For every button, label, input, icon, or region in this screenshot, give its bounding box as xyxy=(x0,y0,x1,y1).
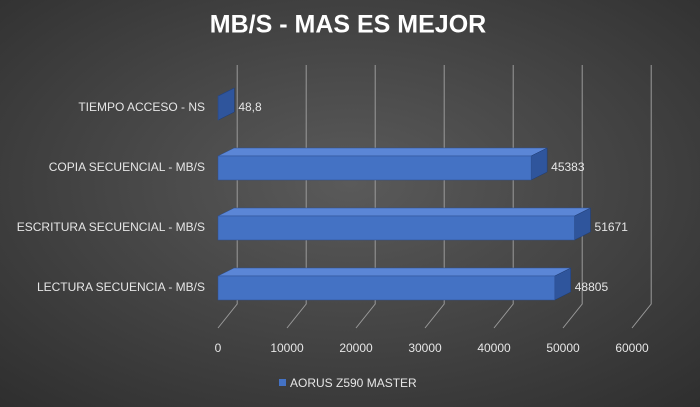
bar-top xyxy=(217,147,548,157)
legend-swatch xyxy=(279,379,286,386)
x-tick-label: 10000 xyxy=(270,341,304,355)
x-tick-label: 20000 xyxy=(339,341,373,355)
legend-label: AORUS Z590 MASTER xyxy=(290,376,417,390)
x-tick-label: 30000 xyxy=(408,341,442,355)
x-tick-label: 50000 xyxy=(546,341,580,355)
x-tick-label: 60000 xyxy=(615,341,649,355)
bar-top xyxy=(217,207,591,217)
y-tick-label: TIEMPO ACCESO - NS xyxy=(78,100,205,114)
bar xyxy=(217,275,556,301)
grid-line xyxy=(562,65,583,329)
x-tick-label: 40000 xyxy=(477,341,511,355)
value-label: 48,8 xyxy=(238,100,262,114)
bar xyxy=(217,215,575,241)
y-tick-label: LECTURA SECUENCIA - MB/S xyxy=(37,280,205,294)
chart-title: MB/S - MAS ES MEJOR xyxy=(210,11,486,39)
bar-top xyxy=(217,267,571,277)
grid-line xyxy=(355,65,376,329)
bar xyxy=(217,95,219,121)
x-tick-label: 0 xyxy=(215,341,222,355)
value-label: 48805 xyxy=(575,280,609,294)
grid-line xyxy=(286,65,307,329)
grid-line xyxy=(217,65,238,329)
value-label: 45383 xyxy=(551,160,585,174)
bar xyxy=(217,155,532,181)
y-tick-label: ESCRITURA SECUENCIAL - MB/S xyxy=(17,220,205,234)
grid-line xyxy=(493,65,514,329)
grid-line xyxy=(424,65,445,329)
value-label: 51671 xyxy=(595,220,629,234)
y-tick-label: COPIA SECUENCIAL - MB/S xyxy=(49,160,205,174)
grid-line xyxy=(631,65,652,329)
